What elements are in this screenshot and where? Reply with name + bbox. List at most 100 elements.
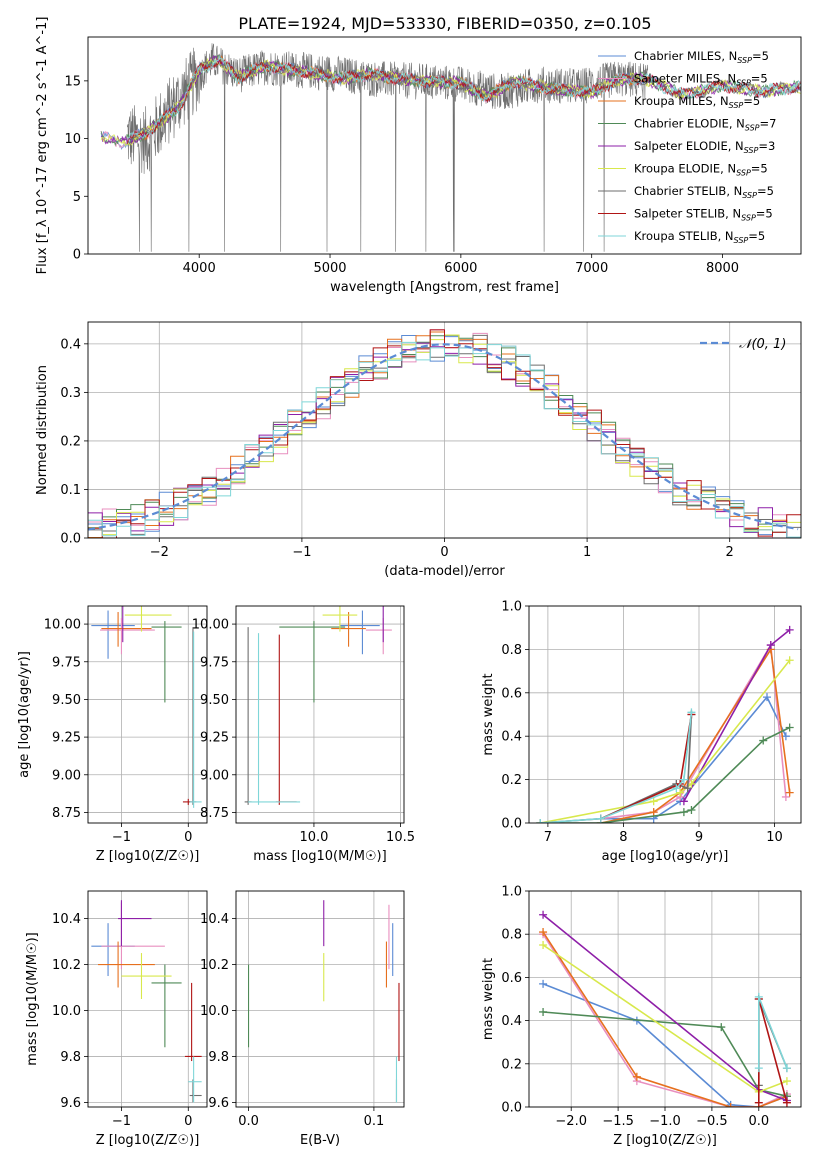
y-tick-label: 0.1: [60, 483, 81, 498]
plus-marker: [766, 641, 775, 650]
y-tick-label: 0.6: [501, 971, 522, 986]
axes-frame: [235, 890, 405, 1108]
plus-marker: [754, 1064, 763, 1073]
x-axis-label: Z [log10(Z/Z☉)]: [96, 849, 200, 864]
errorbar-point: [122, 606, 124, 643]
y-tick-label: 5: [73, 190, 81, 205]
plus-marker: [782, 1077, 791, 1086]
plot-area-age-vs-mass: [244, 606, 392, 805]
x-axis-label: wavelength [Angstrom, rest frame]: [330, 280, 559, 295]
y-tick-label: 0.2: [501, 773, 522, 788]
errorbar-point: [339, 610, 380, 655]
axes-frame: [528, 605, 802, 824]
plus-marker: [785, 625, 794, 634]
histogram-kroupa-stelib: [88, 341, 801, 538]
x-tick-label: 8: [619, 830, 627, 845]
plus-marker: [717, 1023, 726, 1032]
plus-marker: [679, 808, 688, 817]
legend-label: Kroupa STELIB, NSSP=5: [634, 229, 765, 245]
plus-marker: [781, 732, 790, 741]
plus-marker: [596, 814, 605, 823]
series-line-chabrier-elodie: [543, 1011, 788, 1097]
x-axis-label: (data-model)/error: [384, 564, 505, 579]
errorbar-point: [98, 941, 155, 988]
y-tick-label: 10.00: [192, 618, 229, 633]
x-tick-label: 10.5: [386, 830, 415, 845]
plot-area-spectrum: [100, 43, 801, 252]
y-tick-label: 9.8: [60, 1050, 81, 1065]
y-tick-label: 0.4: [60, 337, 81, 352]
plus-marker: [759, 736, 768, 745]
errorbar-point: [91, 923, 135, 977]
y-tick-label: 15: [64, 74, 81, 89]
errorbar-point: [275, 634, 297, 805]
y-tick-label: 10: [64, 132, 81, 147]
legend-label: 𝒩(0, 1): [739, 337, 786, 352]
x-tick-label: −1: [112, 830, 131, 845]
y-tick-label: 0.0: [60, 532, 81, 547]
x-tick-label: 8000: [706, 261, 739, 276]
y-tick-label: 9.6: [208, 1096, 229, 1111]
y-tick-label: 10.2: [200, 958, 229, 973]
plus-marker: [763, 693, 771, 702]
y-tick-label: 1.0: [501, 600, 522, 615]
y-tick-label: 0.0: [501, 1101, 522, 1116]
plot-area-mass-weight-vs-age: [536, 625, 794, 823]
legend-label: Chabrier ELODIE, NSSP=7: [634, 117, 776, 133]
plus-marker: [539, 941, 548, 949]
y-tick-label: 0.4: [501, 1014, 522, 1029]
series-line-kroupa-stelib: [757, 996, 788, 1069]
plot-area-mass-weight-vs-metallicity: [539, 910, 791, 1107]
errorbar-point: [322, 606, 358, 632]
x-tick-label: 5000: [313, 261, 346, 276]
plus-marker: [687, 779, 696, 788]
errorbar-point: [100, 618, 155, 655]
axes-frame: [235, 605, 405, 824]
axes-spectrum: 4000 5000 6000 7000 8000 0 5 10 15 wavelength [An…: [35, 17, 802, 295]
y-tick-label: 9.75: [52, 655, 81, 670]
y-tick-label: 10.4: [200, 912, 229, 927]
plus-marker: [785, 788, 794, 797]
axes-frame: [87, 36, 802, 255]
plus-marker: [687, 805, 696, 814]
axes-age-vs-mass: 10.0 10.5 8.75 9.00 9.25 9.50 9.75 10.00 mass [l…: [192, 605, 415, 864]
x-tick-label: 0.0: [748, 1114, 769, 1129]
plus-marker: [754, 992, 763, 1001]
plus-marker: [649, 797, 658, 806]
x-tick-label: −1: [292, 545, 311, 560]
errorbar-point: [189, 627, 197, 805]
legend-label: Salpeter MILES, NSSP=5: [634, 72, 768, 88]
y-tick-label: 9.6: [60, 1096, 81, 1111]
errorbar-point: [124, 606, 172, 632]
errorbar-point: [244, 627, 252, 805]
plus-marker: [781, 792, 790, 801]
errorbar-point: [184, 982, 202, 1062]
axes-age-vs-metallicity: −1 0 8.75 9.00 9.25 9.50 9.75 10.00 Z [log10(Z/Z…: [17, 605, 208, 864]
y-tick-label: 1.0: [501, 885, 522, 900]
x-tick-label: 7000: [575, 261, 608, 276]
plus-marker: [785, 723, 794, 732]
plus-marker: [726, 1103, 735, 1107]
x-tick-label: 6000: [444, 261, 477, 276]
y-tick-label: 9.50: [52, 693, 81, 708]
y-tick-label: 10.0: [52, 1004, 81, 1019]
y-tick-label: 0.8: [501, 643, 522, 658]
y-tick-label: 8.75: [52, 806, 81, 821]
errorbar-point: [118, 900, 152, 947]
series-line-salpeter-miles: [600, 642, 787, 820]
legend-label: Kroupa ELODIE, NSSP=5: [634, 162, 768, 178]
grid-mass-vs-metallicity: [88, 891, 207, 1107]
x-tick-label: 0.1: [364, 1114, 385, 1129]
axes-frame: [87, 605, 208, 824]
series-line-kroupa-miles: [542, 931, 788, 1107]
errorbar-point: [248, 633, 301, 805]
y-tick-label: 10.4: [52, 912, 81, 927]
model-spectrum-salpeter-miles: [100, 57, 801, 149]
grid-age-vs-metallicity: [88, 606, 207, 823]
plus-marker: [539, 979, 548, 988]
spectrum-legend: Chabrier MILES, NSSP=5 Salpeter MILES, NS…: [598, 49, 776, 245]
plus-marker: [649, 808, 658, 817]
plus-marker: [683, 784, 692, 793]
y-tick-label: 9.50: [200, 693, 229, 708]
